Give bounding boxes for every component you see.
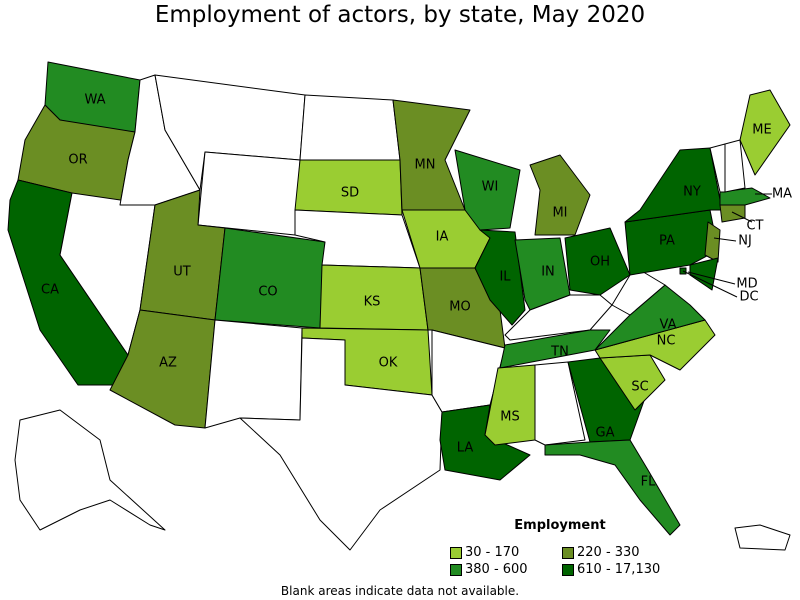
state-ky[interactable] bbox=[504, 294, 613, 341]
legend: Employment 30 - 170 220 - 330 380 - 600 … bbox=[450, 518, 670, 577]
leader-line-md bbox=[687, 271, 736, 285]
state-va[interactable] bbox=[594, 284, 706, 351]
state-tn[interactable] bbox=[499, 329, 611, 369]
legend-swatch bbox=[562, 563, 574, 576]
state-label-dc: DC bbox=[739, 290, 758, 305]
legend-label: 30 - 170 bbox=[465, 545, 520, 560]
state-ak[interactable] bbox=[14, 409, 166, 531]
state-label-ut: UT bbox=[173, 265, 191, 280]
legend-label: 610 - 17,130 bbox=[577, 562, 661, 577]
state-label-pa: PA bbox=[659, 234, 675, 249]
state-tx[interactable] bbox=[239, 337, 443, 551]
leader-line-dc bbox=[682, 270, 738, 298]
state-label-wa: WA bbox=[84, 93, 105, 108]
state-label-il: IL bbox=[499, 270, 511, 285]
legend-label: 220 - 330 bbox=[577, 545, 640, 560]
legend-swatch bbox=[562, 546, 574, 559]
state-label-ga: GA bbox=[596, 426, 615, 441]
state-label-ia: IA bbox=[436, 230, 449, 245]
state-label-nj: NJ bbox=[738, 234, 752, 249]
leader-line-nj bbox=[713, 237, 737, 242]
state-oh[interactable] bbox=[564, 227, 631, 296]
state-label-va: VA bbox=[660, 318, 677, 333]
state-label-or: OR bbox=[68, 153, 87, 168]
legend-item: 380 - 600 bbox=[450, 562, 562, 577]
leader-line-ct bbox=[731, 211, 753, 223]
state-label-co: CO bbox=[258, 285, 277, 300]
state-label-md: MD bbox=[736, 277, 757, 292]
state-nd[interactable] bbox=[299, 94, 401, 161]
state-ms[interactable] bbox=[484, 364, 536, 446]
state-label-tn: TN bbox=[550, 345, 569, 360]
state-label-ct: CT bbox=[746, 219, 763, 234]
state-label-ma: MA bbox=[772, 187, 792, 202]
legend-item: 610 - 17,130 bbox=[562, 562, 674, 577]
state-wv[interactable] bbox=[611, 269, 666, 316]
legend-item: 30 - 170 bbox=[450, 545, 562, 560]
state-label-ca: CA bbox=[41, 283, 59, 298]
state-co[interactable] bbox=[214, 227, 326, 329]
legend-item: 220 - 330 bbox=[562, 545, 674, 560]
state-label-ms: MS bbox=[500, 410, 519, 425]
state-ga[interactable] bbox=[567, 357, 646, 443]
state-label-oh: OH bbox=[590, 255, 610, 270]
state-nj[interactable] bbox=[704, 221, 721, 263]
state-label-in: IN bbox=[541, 265, 555, 280]
state-label-mi: MI bbox=[552, 206, 567, 221]
state-nm[interactable] bbox=[204, 319, 303, 429]
legend-label: 380 - 600 bbox=[465, 562, 528, 577]
legend-swatch bbox=[450, 563, 462, 576]
state-md[interactable] bbox=[689, 257, 719, 291]
state-wy[interactable] bbox=[197, 151, 301, 236]
state-label-nc: NC bbox=[657, 334, 676, 349]
state-label-sc: SC bbox=[631, 380, 648, 395]
state-me[interactable] bbox=[739, 89, 791, 176]
state-hi[interactable] bbox=[734, 524, 791, 551]
state-nh[interactable] bbox=[724, 139, 746, 193]
state-label-ks: KS bbox=[364, 295, 381, 310]
footnote: Blank areas indicate data not available. bbox=[280, 584, 520, 598]
state-label-la: LA bbox=[457, 441, 474, 456]
state-wi[interactable] bbox=[454, 149, 521, 231]
state-ma[interactable] bbox=[719, 187, 771, 206]
state-label-mo: MO bbox=[449, 300, 470, 315]
legend-swatch bbox=[450, 546, 462, 559]
state-label-ok: OK bbox=[379, 356, 398, 371]
state-fl[interactable] bbox=[544, 439, 681, 536]
legend-title: Employment bbox=[514, 518, 606, 533]
state-label-wi: WI bbox=[482, 180, 499, 195]
state-mi[interactable] bbox=[529, 154, 591, 236]
map-title: Employment of actors, by state, May 2020 bbox=[154, 2, 646, 28]
state-label-fl: FL bbox=[641, 475, 656, 490]
state-label-mn: MN bbox=[415, 158, 436, 173]
state-la[interactable] bbox=[439, 404, 531, 481]
state-label-ny: NY bbox=[683, 185, 701, 200]
state-al[interactable] bbox=[534, 361, 586, 446]
state-label-az: AZ bbox=[159, 356, 177, 371]
state-label-sd: SD bbox=[341, 186, 359, 201]
state-label-me: ME bbox=[752, 123, 771, 138]
